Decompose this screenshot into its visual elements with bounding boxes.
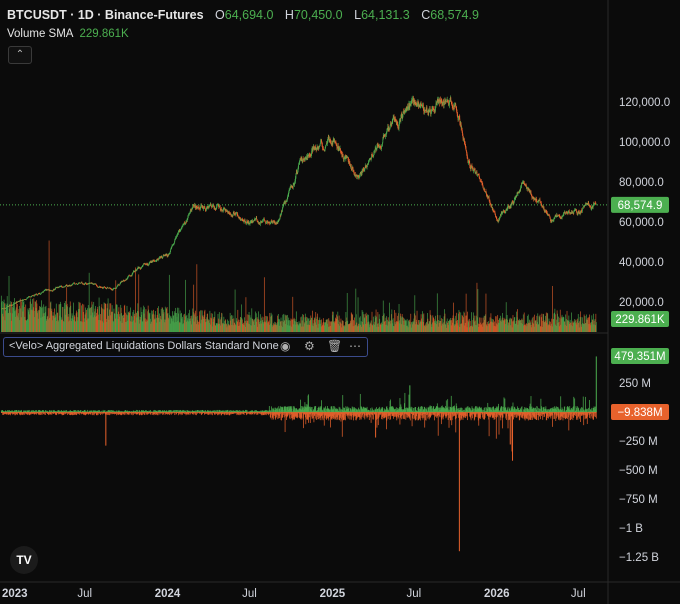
candle-body	[596, 204, 597, 205]
candle-body	[328, 136, 329, 139]
candle-body	[353, 168, 354, 170]
candle-body	[220, 207, 221, 209]
candle-body	[384, 135, 385, 137]
price-candles	[1, 95, 597, 309]
candle-body	[375, 149, 376, 152]
candle-body	[134, 272, 135, 273]
candle-body	[369, 160, 370, 162]
candle-body	[163, 256, 164, 257]
candle-body	[316, 149, 317, 150]
candle-body	[282, 208, 283, 211]
candle-body	[484, 189, 485, 191]
candle-body	[301, 158, 302, 160]
candle-body	[32, 296, 33, 297]
candle-body	[206, 208, 207, 209]
candle-body	[450, 98, 451, 101]
candle-body	[577, 212, 578, 213]
candle-body	[145, 263, 146, 264]
candle-body	[203, 207, 204, 209]
candle-body	[557, 215, 558, 217]
candle-body	[381, 147, 382, 149]
candle-body	[74, 283, 75, 284]
candle-body	[289, 190, 290, 191]
candle-body	[340, 148, 341, 151]
candle-body	[23, 300, 24, 301]
candle-body	[255, 219, 256, 220]
candle-body	[170, 249, 171, 251]
candle-body	[176, 236, 177, 237]
candle-body	[589, 205, 590, 206]
candle-body	[382, 146, 383, 147]
candle-body	[489, 197, 490, 200]
candle-body	[264, 219, 265, 221]
volume-bar	[596, 322, 597, 332]
candle-body	[495, 214, 496, 216]
candle-body	[6, 308, 7, 309]
candle-body	[189, 213, 190, 214]
candle-body	[161, 256, 162, 257]
candle-body	[344, 159, 345, 161]
candle-body	[582, 209, 583, 211]
candle-body	[14, 304, 15, 305]
candle-body	[82, 282, 83, 283]
candle-body	[351, 167, 352, 169]
candle-body	[105, 288, 106, 289]
candle-body	[576, 211, 577, 212]
candle-body	[296, 174, 297, 178]
candle-body	[423, 105, 424, 108]
candle-body	[185, 222, 186, 224]
candle-body	[171, 247, 172, 248]
candle-body	[188, 215, 189, 217]
candle-body	[298, 165, 299, 168]
volume-bars	[1, 241, 597, 332]
candle-body	[369, 162, 370, 163]
candle-body	[127, 279, 128, 280]
liquidation-bars	[1, 356, 597, 551]
candle-body	[538, 201, 539, 202]
candle-body	[173, 244, 174, 245]
candle-body	[573, 212, 574, 214]
candle-body	[81, 283, 82, 284]
candle-body	[372, 155, 373, 157]
candle-body	[550, 218, 551, 220]
candle-body	[540, 202, 541, 203]
